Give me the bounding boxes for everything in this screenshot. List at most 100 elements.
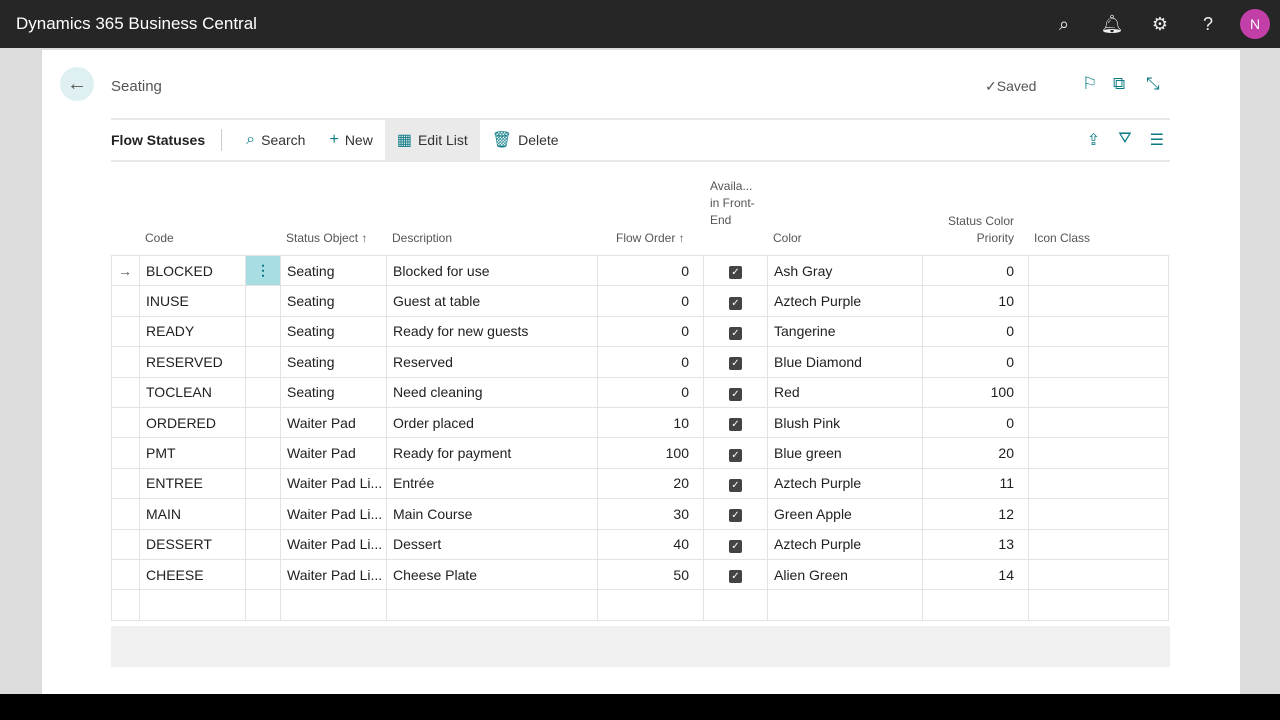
cell-priority[interactable]: 0 [922,254,1029,287]
col-flow-order[interactable]: Flow Order ↑ [616,231,685,245]
cell-color[interactable]: Blush Pink [767,406,923,439]
cell-available[interactable]: ✓ [703,558,768,591]
cell-code[interactable]: RESERVED [139,346,246,378]
cell-color[interactable]: Ash Gray [767,254,923,287]
checkbox-checked[interactable]: ✓ [729,357,742,371]
col-code[interactable]: Code [145,231,174,245]
collapse-icon[interactable]: ⤡ [1146,74,1160,93]
cell-color[interactable] [767,589,923,621]
cell-code[interactable]: PMT [139,437,246,469]
cell-status-object[interactable]: Seating [280,346,387,378]
table-row[interactable]: MAIN Waiter Pad Li... Main Course 30 ✓ Green … [111,498,1169,530]
back-button[interactable]: ← [60,67,94,101]
cell-icon-class[interactable] [1028,406,1169,439]
table-row[interactable]: PMT Waiter Pad Ready for payment 100 ✓ Blue g… [111,437,1169,469]
row-indicator[interactable] [111,315,140,348]
bell-icon[interactable]: 🔔︎ [1100,13,1124,34]
cell-description[interactable]: Blocked for use [386,254,598,287]
cell-flow-order[interactable]: 0 [597,285,704,317]
cell-code[interactable]: CHEESE [139,558,246,591]
cell-available[interactable]: ✓ [703,498,768,530]
cell-status-object[interactable]: Seating [280,315,387,348]
cell-flow-order[interactable]: 20 [597,467,704,500]
cell-flow-order[interactable]: 0 [597,346,704,378]
cell-flow-order[interactable]: 100 [597,437,704,469]
cell-code[interactable]: READY [139,315,246,348]
cell-status-object[interactable] [280,589,387,621]
cell-available[interactable] [703,589,768,621]
cell-code[interactable]: TOCLEAN [139,376,246,408]
row-indicator[interactable] [111,346,140,378]
cell-icon-class[interactable] [1028,589,1169,621]
cell-status-object[interactable]: Waiter Pad [280,437,387,469]
cell-description[interactable]: Guest at table [386,285,598,317]
cell-icon-class[interactable] [1028,315,1169,348]
gear-icon[interactable]: ⚙ [1151,13,1169,34]
checkbox-checked[interactable]: ✓ [729,478,742,492]
cell-icon-class[interactable] [1028,437,1169,469]
row-menu[interactable] [245,467,281,500]
col-available[interactable]: Availa... in Front-End [710,179,755,227]
row-menu[interactable] [245,498,281,530]
row-indicator[interactable]: → [111,254,140,287]
cell-flow-order[interactable]: 50 [597,558,704,591]
cell-available[interactable]: ✓ [703,315,768,348]
row-menu[interactable] [245,528,281,560]
row-menu[interactable] [245,346,281,378]
cell-status-object[interactable]: Waiter Pad Li... [280,558,387,591]
row-menu[interactable] [245,376,281,408]
cell-available[interactable]: ✓ [703,437,768,469]
cell-icon-class[interactable] [1028,254,1169,287]
table-row[interactable]: ENTREE Waiter Pad Li... Entrée 20 ✓ Aztech Pu… [111,467,1169,500]
checkbox-checked[interactable]: ✓ [729,539,742,553]
row-menu[interactable] [245,285,281,317]
edit-list-button[interactable]: ▦ Edit List [384,120,480,160]
cell-description[interactable]: Reserved [386,346,598,378]
col-description[interactable]: Description [392,231,453,245]
cell-color[interactable]: Aztech Purple [767,528,923,560]
cell-flow-order[interactable]: 0 [597,315,704,348]
cell-priority[interactable]: 100 [922,376,1029,408]
search-icon[interactable]: ⌕ [1058,13,1070,34]
row-menu[interactable] [245,558,281,591]
cell-available[interactable]: ✓ [703,467,768,500]
cell-flow-order[interactable]: 40 [597,528,704,560]
filter-icon[interactable]: ⛛ [1118,130,1132,147]
cell-description[interactable]: Main Course [386,498,598,530]
cell-code[interactable]: BLOCKED [139,254,246,287]
cell-description[interactable] [386,589,598,621]
row-indicator[interactable] [111,406,140,439]
cell-color[interactable]: Green Apple [767,498,923,530]
checkbox-checked[interactable]: ✓ [729,448,742,462]
cell-status-object[interactable]: Waiter Pad Li... [280,498,387,530]
cell-description[interactable]: Entrée [386,467,598,500]
row-indicator[interactable] [111,437,140,469]
cell-icon-class[interactable] [1028,376,1169,408]
cell-priority[interactable]: 0 [922,315,1029,348]
cell-description[interactable]: Order placed [386,406,598,439]
cell-icon-class[interactable] [1028,528,1169,560]
open-new-window-icon[interactable]: ⧉ [1113,74,1126,93]
row-indicator[interactable] [111,285,140,317]
cell-status-object[interactable]: Waiter Pad [280,406,387,439]
cell-available[interactable]: ✓ [703,346,768,378]
cell-available[interactable]: ✓ [703,406,768,439]
cell-priority[interactable]: 0 [922,346,1029,378]
row-indicator[interactable] [111,467,140,500]
col-color[interactable]: Color [773,231,802,245]
cell-status-object[interactable]: Seating [280,376,387,408]
row-menu[interactable]: ⋮ [245,254,281,287]
cell-flow-order[interactable]: 30 [597,498,704,530]
share-icon[interactable]: ⇪ [1086,132,1101,149]
cell-icon-class[interactable] [1028,285,1169,317]
cell-flow-order[interactable]: 10 [597,406,704,439]
checkbox-checked[interactable]: ✓ [729,570,742,584]
cell-status-object[interactable]: Waiter Pad Li... [280,528,387,560]
table-row[interactable]: → BLOCKED ⋮ Seating Blocked for use 0 ✓ Ash Gra… [111,254,1169,287]
table-row[interactable]: READY Seating Ready for new guests 0 ✓ Tanger… [111,315,1169,348]
avatar[interactable]: N [1240,9,1270,39]
cell-available[interactable]: ✓ [703,285,768,317]
cell-priority[interactable]: 10 [922,285,1029,317]
cell-code[interactable]: MAIN [139,498,246,530]
cell-color[interactable]: Blue green [767,437,923,469]
